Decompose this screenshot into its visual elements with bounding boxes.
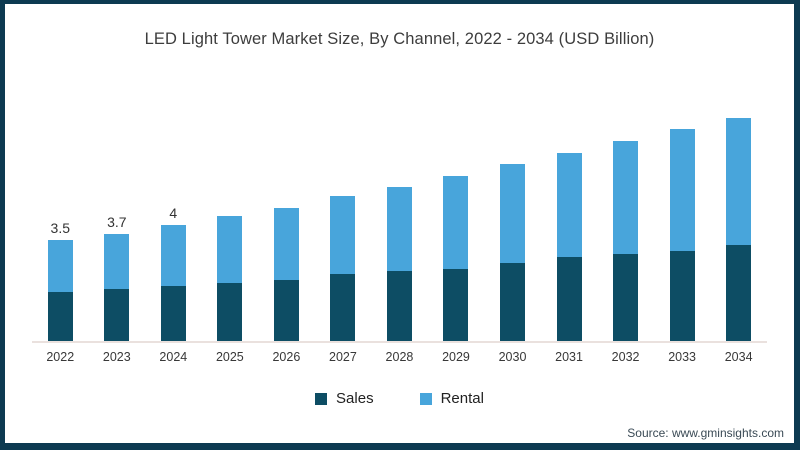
- bar-segment-rental-2024: [160, 225, 186, 286]
- x-axis-label-2022: 2022: [46, 350, 75, 364]
- bar-column-2026: [258, 91, 315, 341]
- bar-column-2032: [597, 91, 654, 341]
- x-axis-label-2030: 2030: [498, 350, 527, 364]
- bar-column-2033: [654, 91, 711, 341]
- bar-segment-rental-2026: [273, 207, 299, 281]
- bar-segment-sales-2031: [556, 256, 582, 341]
- stacked-bar-2026: [273, 207, 299, 341]
- bar-segment-rental-2028: [386, 187, 412, 272]
- x-axis-label-2029: 2029: [442, 350, 470, 364]
- bar-segment-sales-2029: [443, 268, 469, 341]
- bar-segment-sales-2033: [669, 251, 695, 341]
- bar-value-label-2022: 3.5: [50, 219, 70, 236]
- bar-segment-rental-2023: [104, 233, 130, 289]
- bar-column-2023: 3.7: [89, 91, 146, 341]
- x-axis-label-2033: 2033: [668, 350, 697, 364]
- x-axis-label-2034: 2034: [724, 350, 753, 364]
- bar-segment-rental-2032: [613, 140, 639, 254]
- bar-column-2022: 3.5: [32, 91, 89, 341]
- bar-value-label-2023: 3.7: [107, 213, 127, 230]
- stacked-bar-2027: [330, 196, 356, 341]
- bar-value-label-2024: 4: [169, 205, 178, 222]
- stacked-bar-2034: [726, 117, 752, 341]
- stacked-bar-2023: [104, 233, 130, 341]
- x-axis: 2022 2023 2024 2025 2026 2027 2028 2029 2030 2031…: [32, 343, 767, 364]
- stacked-bar-2032: [613, 140, 639, 341]
- stacked-bar-2029: [443, 175, 469, 341]
- chart-title: LED Light Tower Market Size, By Channel,…: [144, 30, 655, 48]
- bar-segment-sales-2023: [104, 288, 130, 341]
- bar-segment-sales-2032: [613, 254, 639, 341]
- bar-segment-sales-2030: [500, 262, 526, 341]
- bar-segment-sales-2022: [47, 291, 73, 341]
- bar-segment-rental-2031: [556, 152, 582, 257]
- bar-column-2025: [202, 91, 259, 341]
- stacked-bar-2025: [217, 216, 243, 341]
- bar-segment-sales-2034: [726, 245, 752, 341]
- stacked-bar-2030: [500, 164, 526, 341]
- stacked-bar-2031: [556, 152, 582, 341]
- bar-column-2028: [371, 91, 428, 341]
- x-axis-label-2031: 2031: [555, 350, 583, 364]
- bar-segment-rental-2022: [47, 239, 73, 292]
- x-axis-label-2026: 2026: [272, 350, 301, 364]
- bar-segment-rental-2034: [726, 117, 752, 246]
- x-axis-label-2025: 2025: [215, 350, 244, 364]
- bar-segment-rental-2025: [217, 216, 243, 283]
- bar-column-2024: 4: [145, 91, 202, 341]
- bar-segment-sales-2024: [160, 285, 186, 341]
- legend-item-sales: Sales: [315, 390, 374, 407]
- legend-label-rental: Rental: [440, 390, 484, 407]
- plot-area: 3.5 3.7 4: [32, 91, 767, 343]
- x-axis-label-2032: 2032: [611, 350, 640, 364]
- bar-segment-sales-2027: [330, 274, 356, 341]
- stacked-bar-2024: [160, 225, 186, 341]
- x-axis-label-2027: 2027: [329, 350, 357, 364]
- stacked-bar-2022: [47, 239, 73, 341]
- bar-segment-rental-2027: [330, 196, 356, 275]
- bar-column-2029: [428, 91, 485, 341]
- bar-column-2030: [484, 91, 541, 341]
- x-axis-label-2023: 2023: [102, 350, 131, 364]
- x-axis-label-2024: 2024: [159, 350, 188, 364]
- rental-swatch-icon: [419, 392, 432, 405]
- bar-segment-sales-2028: [386, 271, 412, 341]
- bar-segment-rental-2030: [500, 164, 526, 263]
- bar-column-2034: [710, 91, 767, 341]
- stacked-bar-2028: [386, 187, 412, 341]
- bar-column-2027: [315, 91, 372, 341]
- stacked-bar-2033: [669, 129, 695, 341]
- sales-swatch-icon: [315, 392, 328, 405]
- x-axis-label-2028: 2028: [385, 350, 414, 364]
- bar-segment-sales-2025: [217, 283, 243, 341]
- legend-label-sales: Sales: [336, 390, 374, 407]
- bar-segment-rental-2029: [443, 175, 469, 269]
- bar-segment-rental-2033: [669, 129, 695, 252]
- legend: Sales Rental: [5, 390, 794, 407]
- bar-segment-sales-2026: [273, 280, 299, 341]
- source-credit: Source: www.gminsights.com: [627, 426, 784, 440]
- bar-column-2031: [541, 91, 598, 341]
- legend-item-rental: Rental: [419, 390, 484, 407]
